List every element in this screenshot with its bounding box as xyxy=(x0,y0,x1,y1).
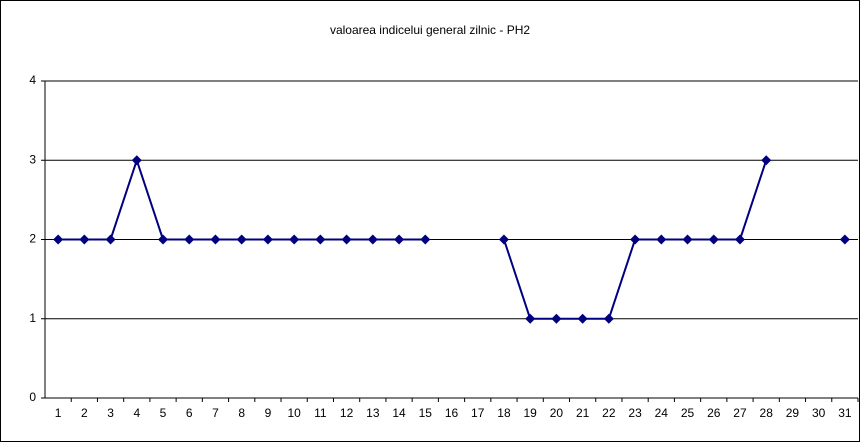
data-point xyxy=(708,234,719,245)
x-tick-label: 19 xyxy=(523,406,537,420)
x-tick-label: 24 xyxy=(655,406,669,420)
data-point xyxy=(551,313,562,324)
y-tick-label: 3 xyxy=(29,152,36,166)
data-point xyxy=(603,313,614,324)
data-point xyxy=(630,234,641,245)
x-tick-label: 26 xyxy=(707,406,721,420)
x-tick-label: 10 xyxy=(287,406,301,420)
x-tick-label: 20 xyxy=(550,406,564,420)
x-tick-label: 30 xyxy=(812,406,826,420)
x-tick-label: 9 xyxy=(265,406,272,420)
x-tick-label: 8 xyxy=(238,406,245,420)
x-tick-label: 5 xyxy=(160,406,167,420)
x-tick-label: 7 xyxy=(212,406,219,420)
data-point xyxy=(210,234,221,245)
x-tick-label: 25 xyxy=(681,406,695,420)
x-tick-label: 6 xyxy=(186,406,193,420)
x-tick-label: 13 xyxy=(366,406,380,420)
x-tick-label: 12 xyxy=(340,406,354,420)
data-point xyxy=(158,234,169,245)
y-tick-label: 4 xyxy=(29,73,36,87)
x-tick-label: 14 xyxy=(392,406,406,420)
data-point xyxy=(236,234,247,245)
data-point xyxy=(498,234,509,245)
data-point xyxy=(184,234,195,245)
data-point xyxy=(341,234,352,245)
x-tick-label: 1 xyxy=(55,406,62,420)
x-tick-label: 3 xyxy=(107,406,114,420)
x-tick-label: 2 xyxy=(81,406,88,420)
data-point xyxy=(656,234,667,245)
x-tick-label: 4 xyxy=(133,406,140,420)
data-point xyxy=(525,313,536,324)
data-point xyxy=(761,155,772,166)
x-tick-label: 29 xyxy=(786,406,800,420)
chart-title: valoarea indicelui general zilnic - PH2 xyxy=(330,23,530,37)
y-tick-label: 2 xyxy=(29,232,36,246)
x-tick-label: 15 xyxy=(419,406,433,420)
y-tick-label: 1 xyxy=(29,311,36,325)
data-point xyxy=(53,234,64,245)
x-tick-label: 16 xyxy=(445,406,459,420)
data-point xyxy=(577,313,588,324)
x-tick-label: 18 xyxy=(497,406,511,420)
data-point xyxy=(262,234,273,245)
y-tick-label: 0 xyxy=(29,390,36,404)
data-point xyxy=(839,234,850,245)
x-tick-label: 23 xyxy=(628,406,642,420)
x-tick-label: 31 xyxy=(838,406,852,420)
data-point xyxy=(105,234,116,245)
x-tick-label: 11 xyxy=(314,406,327,420)
data-point xyxy=(394,234,405,245)
x-tick-label: 27 xyxy=(733,406,747,420)
data-point xyxy=(420,234,431,245)
data-point xyxy=(367,234,378,245)
x-tick-label: 17 xyxy=(471,406,485,420)
data-point xyxy=(682,234,693,245)
data-point xyxy=(289,234,300,245)
x-tick-label: 22 xyxy=(602,406,616,420)
x-tick-label: 21 xyxy=(576,406,590,420)
data-point xyxy=(734,234,745,245)
data-point xyxy=(131,155,142,166)
x-tick-label: 28 xyxy=(760,406,774,420)
data-point xyxy=(315,234,326,245)
data-point xyxy=(79,234,90,245)
